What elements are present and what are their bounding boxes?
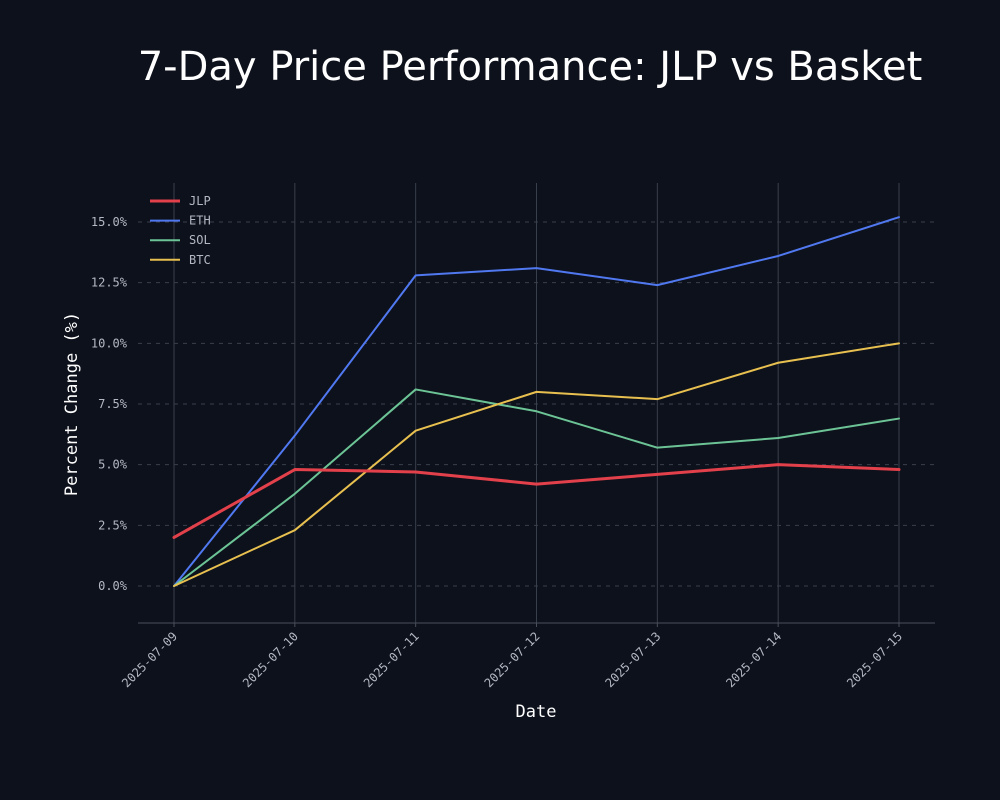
legend-label-btc: BTC xyxy=(189,253,211,267)
legend-label-sol: SOL xyxy=(189,233,211,247)
legend-label-jlp: JLP xyxy=(189,194,211,208)
y-tick-label: 5.0% xyxy=(98,458,128,472)
y-tick-label: 10.0% xyxy=(91,336,128,350)
x-tick-label: 2025-07-10 xyxy=(240,629,301,690)
x-tick-label: 2025-07-09 xyxy=(119,629,180,690)
grid-layer xyxy=(138,183,935,623)
series-line-jlp xyxy=(172,463,901,539)
legend: JLP ETH SOL BTC xyxy=(150,194,211,267)
y-axis-title: Percent Change (%) xyxy=(62,312,82,496)
series-line-eth xyxy=(173,216,900,587)
legend-label-eth: ETH xyxy=(189,214,211,228)
series-line-sol xyxy=(173,388,900,587)
y-tick-label: 12.5% xyxy=(91,276,128,290)
x-tick-label: 2025-07-14 xyxy=(723,629,784,690)
x-tick-label: 2025-07-11 xyxy=(361,629,422,690)
series-layer xyxy=(172,216,901,587)
y-tick-label: 0.0% xyxy=(98,579,128,593)
series-line-btc xyxy=(173,342,900,587)
y-tick-label: 15.0% xyxy=(91,215,128,229)
x-tick-label: 2025-07-15 xyxy=(844,629,905,690)
x-tick-label: 2025-07-12 xyxy=(482,629,543,690)
axis-layer: 0.0% 2.5% 5.0% 7.5% 10.0% 12.5% 15.0% 2025-07-0… xyxy=(91,215,935,690)
x-axis-title: Date xyxy=(516,702,557,722)
x-tick-label: 2025-07-13 xyxy=(602,629,663,690)
chart-title: 7-Day Price Performance: JLP vs Basket xyxy=(137,44,923,90)
y-tick-label: 2.5% xyxy=(98,518,128,532)
y-tick-label: 7.5% xyxy=(98,397,128,411)
